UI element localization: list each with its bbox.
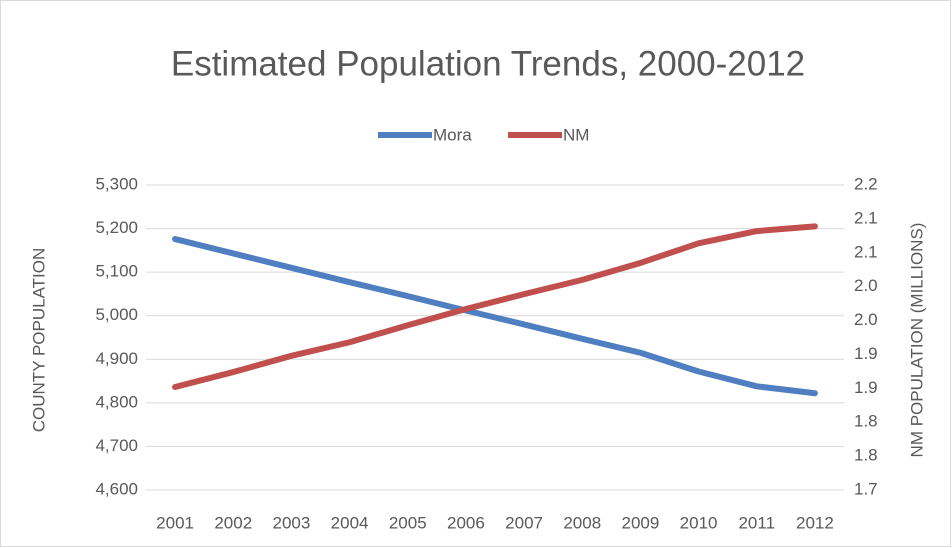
legend-label: NM xyxy=(563,125,589,144)
y-axis-title: COUNTY POPULATION xyxy=(29,248,48,433)
x-tick-label: 2004 xyxy=(331,513,369,532)
y-tick-label: 4,800 xyxy=(95,392,138,411)
x-tick-label: 2005 xyxy=(389,513,427,532)
y-tick-label: 5,300 xyxy=(95,174,138,193)
x-tick-label: 2009 xyxy=(622,513,660,532)
series-line xyxy=(172,223,818,390)
chart-title: Estimated Population Trends, 2000-2012 xyxy=(171,44,805,83)
x-tick-label: 2007 xyxy=(505,513,543,532)
x-tick-label: 2010 xyxy=(680,513,718,532)
legend-label: Mora xyxy=(433,125,472,144)
y2-tick-label: 2.1 xyxy=(854,208,878,227)
x-tick-label: 2008 xyxy=(563,513,601,532)
y2-tick-label: 2.0 xyxy=(854,310,878,329)
y2-tick-label: 1.8 xyxy=(854,412,878,431)
y2-tick-label: 1.9 xyxy=(854,344,878,363)
y-tick-label: 4,600 xyxy=(95,479,138,498)
y-tick-label: 5,100 xyxy=(95,262,138,281)
y2-tick-label: 1.7 xyxy=(854,479,878,498)
x-tick-label: 2006 xyxy=(447,513,485,532)
y2-tick-label: 2.2 xyxy=(854,174,878,193)
y2-tick-label: 1.8 xyxy=(854,446,878,465)
x-tick-label: 2002 xyxy=(214,513,252,532)
y-tick-label: 4,700 xyxy=(95,436,138,455)
x-tick-label: 2012 xyxy=(796,513,834,532)
y2-tick-label: 2.1 xyxy=(854,242,878,261)
x-tick-label: 2001 xyxy=(156,513,194,532)
y2-tick-label: 2.0 xyxy=(854,276,878,295)
y-tick-label: 5,000 xyxy=(95,305,138,324)
y-tick-label: 4,900 xyxy=(95,349,138,368)
y-tick-label: 5,200 xyxy=(95,218,138,237)
x-tick-label: 2011 xyxy=(738,513,775,532)
x-tick-label: 2003 xyxy=(273,513,311,532)
series-line xyxy=(172,236,818,397)
y2-tick-label: 1.9 xyxy=(854,378,878,397)
y2-axis-title: NM POPULATION (MILLIONS) xyxy=(907,223,926,458)
